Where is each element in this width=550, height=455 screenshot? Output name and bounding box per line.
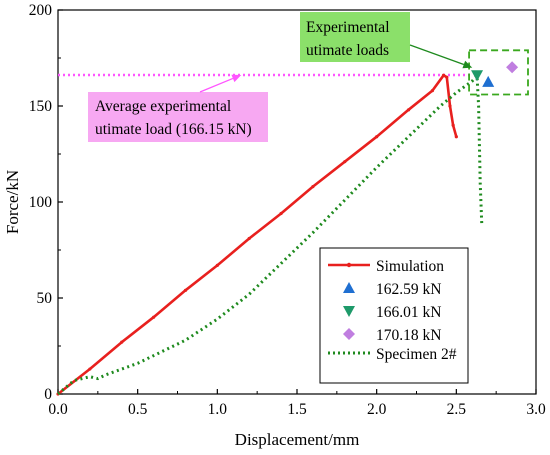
y-tick-label: 200: [29, 2, 53, 19]
point-simulation: [441, 73, 446, 77]
point-simulation: [311, 185, 315, 189]
point-simulation: [406, 108, 411, 112]
average-load-annotation: Average experimental utimate load (166.1…: [88, 74, 268, 142]
point-simulation: [152, 315, 156, 319]
point-simulation: [430, 89, 435, 93]
x-tick-label: 0.0: [48, 401, 68, 418]
point-simulation: [88, 367, 92, 371]
point-simulation: [454, 135, 458, 139]
legend-simulation-dot: [346, 262, 352, 268]
x-tick-label: 1.5: [287, 401, 307, 418]
experimental-loads-highlight-box: [468, 49, 529, 96]
x-axis-ticks: 0.0 0.5 1.0 1.5 2.0 2.5 3.0: [48, 389, 546, 418]
legend: Simulation 162.59 kN 166.01 kN 170.18 kN…: [319, 247, 469, 384]
average-load-arrow: [199, 77, 234, 93]
point-simulation: [120, 340, 124, 344]
x-tick-label: 2.5: [447, 401, 467, 418]
point-simulation: [448, 104, 452, 108]
experimental-loads-annotation-line1: Experimental: [306, 19, 390, 36]
point-simulation: [247, 236, 251, 241]
legend-triangle-up-marker: [343, 282, 355, 293]
point-simulation: [375, 135, 379, 139]
marker-170-18-kn: [506, 61, 519, 74]
x-tick-label: 1.0: [208, 401, 228, 418]
y-axis-label: Force/kN: [3, 170, 22, 234]
series-layer: [56, 61, 519, 396]
y-tick-label: 50: [37, 290, 53, 307]
point-simulation: [279, 211, 283, 216]
legend-166-01-label: 166.01 kN: [376, 304, 441, 321]
legend-triangle-down-marker: [343, 306, 355, 317]
point-simulation: [445, 75, 449, 79]
y-tick-label: 0: [44, 386, 52, 403]
legend-simulation-label: Simulation: [376, 258, 444, 275]
experimental-loads-annotation-box: [300, 12, 410, 62]
legend-specimen-label: Specimen 2#: [376, 346, 457, 363]
marker-166-01-kn: [471, 70, 484, 82]
experimental-loads-arrow: [409, 44, 465, 66]
legend-170-18-label: 170.18 kN: [376, 327, 441, 344]
experimental-loads-annotation-line2: utimate loads: [306, 42, 389, 59]
x-tick-label: 0.5: [128, 401, 148, 418]
y-tick-label: 150: [29, 98, 53, 115]
point-simulation: [451, 123, 455, 127]
legend-box: [319, 247, 469, 384]
x-axis-label: Displacement/mm: [235, 430, 360, 449]
legend-diamond-marker: [343, 328, 355, 340]
experimental-loads-arrowhead: [462, 60, 473, 69]
average-load-annotation-line1: Average experimental: [95, 98, 231, 115]
average-load-arrowhead: [231, 74, 242, 83]
average-load-annotation-line2: utimate load (166.15 kN): [95, 121, 252, 138]
point-simulation: [183, 288, 188, 292]
series-line-simulation: [57, 74, 458, 396]
average-load-annotation-box: [88, 92, 268, 142]
marker-162-59-kn: [482, 75, 495, 87]
y-tick-label: 100: [29, 194, 53, 211]
x-tick-label: 3.0: [526, 401, 546, 418]
x-tick-label: 2.0: [367, 401, 387, 418]
point-simulation: [215, 263, 219, 267]
legend-162-59-label: 162.59 kN: [376, 281, 441, 298]
point-simulation: [343, 160, 347, 164]
y-axis-ticks: 0 50 100 150 200: [29, 2, 63, 403]
experimental-loads-annotation: Experimental utimate loads: [300, 12, 473, 69]
